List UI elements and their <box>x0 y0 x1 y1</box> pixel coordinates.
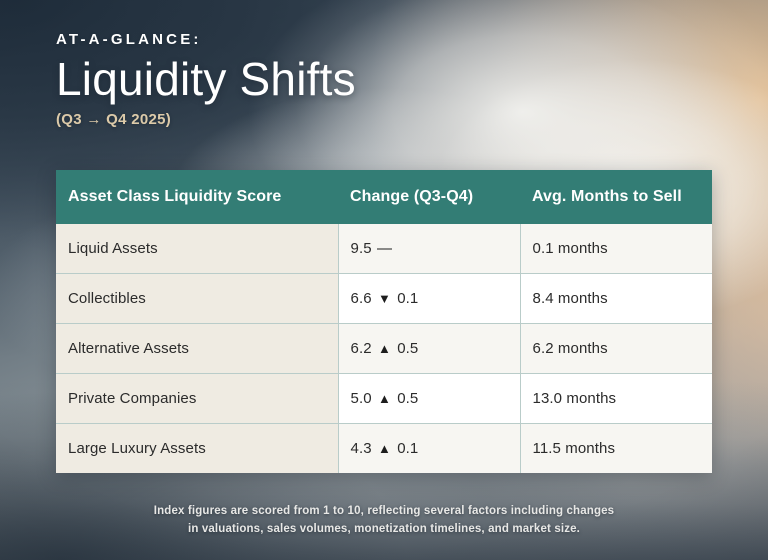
cell-asset-class: Private Companies <box>56 373 339 424</box>
column-header-months-to-sell: Avg. Months to Sell <box>520 170 712 224</box>
trend-up-icon: ▲ <box>377 391 391 406</box>
cell-asset-class: Liquid Assets <box>56 224 339 274</box>
page-title: Liquidity Shifts <box>56 52 356 105</box>
delta-value: 0.5 <box>397 390 419 407</box>
cell-asset-class: Large Luxury Assets <box>56 423 339 473</box>
trend-up-icon: ▲ <box>377 441 391 456</box>
table-body: Liquid Assets 9.5 — 0.1 months Collectib… <box>56 224 712 473</box>
cell-change: 4.3 ▲ 0.1 <box>338 423 521 473</box>
cell-months-to-sell: 6.2 months <box>520 323 712 374</box>
table-row: Collectibles 6.6 ▼ 0.1 8.4 months <box>56 273 712 324</box>
kicker-label: AT-A-GLANCE: <box>56 31 202 48</box>
cell-change: 9.5 — <box>338 224 521 274</box>
delta-value: 0.1 <box>397 440 419 457</box>
footnote-line-1: Index figures are scored from 1 to 10, r… <box>153 505 615 517</box>
score-value: 6.6 <box>350 290 372 307</box>
trend-flat-icon: — <box>376 240 393 257</box>
cell-months-to-sell: 11.5 months <box>520 423 712 473</box>
delta-value: 0.5 <box>397 340 419 357</box>
score-value: 4.3 <box>350 440 372 457</box>
table-row: Private Companies 5.0 ▲ 0.5 13.0 months <box>56 373 712 424</box>
table-header: Asset Class Liquidity Score Change (Q3-Q… <box>56 170 712 224</box>
score-value: 9.5 <box>350 240 372 257</box>
cell-asset-class: Collectibles <box>56 273 339 324</box>
table-header-row: Asset Class Liquidity Score Change (Q3-Q… <box>56 170 712 224</box>
table-row: Alternative Assets 6.2 ▲ 0.5 6.2 months <box>56 323 712 374</box>
table-row: Liquid Assets 9.5 — 0.1 months <box>56 224 712 274</box>
header-block: AT-A-GLANCE: Liquidity Shifts (Q3 → Q4 2… <box>56 31 356 129</box>
column-header-change: Change (Q3-Q4) <box>338 170 520 224</box>
liquidity-table-container: Asset Class Liquidity Score Change (Q3-Q… <box>56 170 712 473</box>
footnote-line-2: in valuations, sales volumes, monetizati… <box>187 522 581 535</box>
cell-months-to-sell: 8.4 months <box>520 273 712 324</box>
trend-up-icon: ▲ <box>377 341 391 356</box>
cell-asset-class: Alternative Assets <box>56 323 339 374</box>
period-subtitle: (Q3 → Q4 2025) <box>56 111 172 129</box>
footnote: Index figures are scored from 1 to 10, r… <box>56 503 712 539</box>
delta-value: 0.1 <box>397 290 419 307</box>
trend-down-icon: ▼ <box>377 291 391 306</box>
column-header-asset-class: Asset Class Liquidity Score <box>56 170 338 224</box>
cell-months-to-sell: 0.1 months <box>520 224 712 274</box>
score-value: 6.2 <box>350 340 372 357</box>
liquidity-table: Asset Class Liquidity Score Change (Q3-Q… <box>56 170 712 473</box>
cell-change: 5.0 ▲ 0.5 <box>338 373 521 424</box>
cell-change: 6.6 ▼ 0.1 <box>338 273 521 324</box>
score-value: 5.0 <box>350 390 372 407</box>
cell-months-to-sell: 13.0 months <box>520 373 712 424</box>
cell-change: 6.2 ▲ 0.5 <box>338 323 521 374</box>
table-row: Large Luxury Assets 4.3 ▲ 0.1 11.5 month… <box>56 423 712 473</box>
